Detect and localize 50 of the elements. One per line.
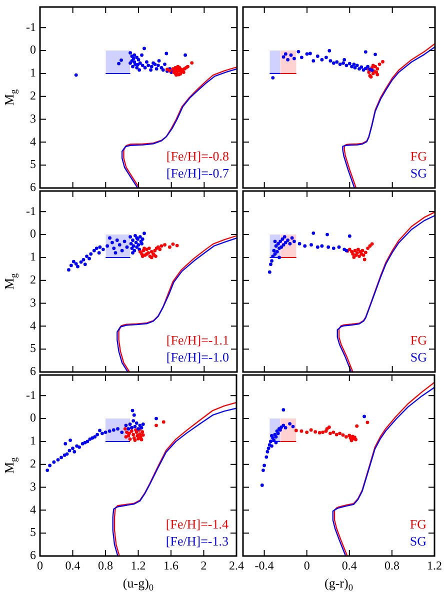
series-label: [Fe/H]=-0.8 bbox=[166, 148, 229, 164]
y-tick-label: 1 bbox=[30, 250, 36, 264]
text: [Fe/H]=-1.4 bbox=[166, 516, 229, 532]
y-tick-label: 4 bbox=[30, 134, 36, 148]
y-tick-label: 1 bbox=[30, 66, 36, 80]
x-tick-label: 0 bbox=[304, 558, 310, 572]
series-label: [Fe/H]=-1.1 bbox=[166, 332, 229, 348]
y-axis-title: Mg bbox=[1, 457, 20, 474]
y-tick-label: 2 bbox=[30, 456, 36, 471]
y-tick-label: -1 bbox=[26, 388, 36, 402]
text: FG bbox=[410, 332, 427, 348]
text: SG bbox=[410, 165, 427, 180]
x-tick-label: 1.6 bbox=[164, 558, 178, 572]
y-tick-label: 6 bbox=[30, 180, 36, 194]
text: FG bbox=[410, 516, 426, 532]
y-tick-label: 4 bbox=[30, 318, 36, 332]
x-tick-label: 0.4 bbox=[342, 558, 357, 572]
y-tick-label: 3 bbox=[30, 111, 36, 126]
x-tick-label: 0.8 bbox=[384, 558, 400, 572]
y-tick-label: 0 bbox=[30, 42, 36, 57]
y-tick-label: 3 bbox=[30, 295, 36, 310]
y-tick-label: 2 bbox=[30, 88, 36, 103]
text: [Fe/H]=-1.3 bbox=[166, 533, 228, 548]
y-tick-label: -1 bbox=[26, 204, 36, 218]
text: SG bbox=[410, 349, 427, 364]
x-tick-label: 1.2 bbox=[427, 558, 442, 572]
y-tick-label: 5 bbox=[30, 157, 36, 172]
y-tick-label: 0 bbox=[30, 410, 36, 425]
y-tick-label: 5 bbox=[30, 525, 36, 540]
x-tick-label: 1.2 bbox=[130, 558, 146, 572]
y-tick-label: 0 bbox=[30, 226, 36, 241]
text: [Fe/H]=-1.0 bbox=[166, 349, 229, 364]
x-tick-label: 2.4 bbox=[229, 558, 244, 572]
y-tick-label: 1 bbox=[30, 434, 36, 448]
y-tick-label: -1 bbox=[26, 20, 36, 34]
series-label: [Fe/H]=-0.7 bbox=[166, 165, 230, 180]
y-tick-label: 2 bbox=[30, 272, 36, 287]
x-tick-label: -0.4 bbox=[254, 558, 274, 572]
y-axis-title: Mg bbox=[1, 89, 20, 106]
x-tick-label: 0.8 bbox=[98, 558, 113, 572]
y-tick-label: 5 bbox=[30, 341, 36, 356]
y-tick-label: 6 bbox=[30, 364, 36, 378]
x-tick-label: 0.4 bbox=[65, 558, 80, 572]
text: SG bbox=[410, 533, 426, 548]
text: FG bbox=[410, 148, 427, 164]
y-axis-title: Mg bbox=[1, 273, 20, 290]
y-tick-label: 4 bbox=[30, 502, 36, 516]
x-tick-label: 2 bbox=[200, 558, 207, 572]
y-tick-label: 6 bbox=[30, 548, 36, 562]
y-tick-label: 3 bbox=[30, 479, 36, 494]
